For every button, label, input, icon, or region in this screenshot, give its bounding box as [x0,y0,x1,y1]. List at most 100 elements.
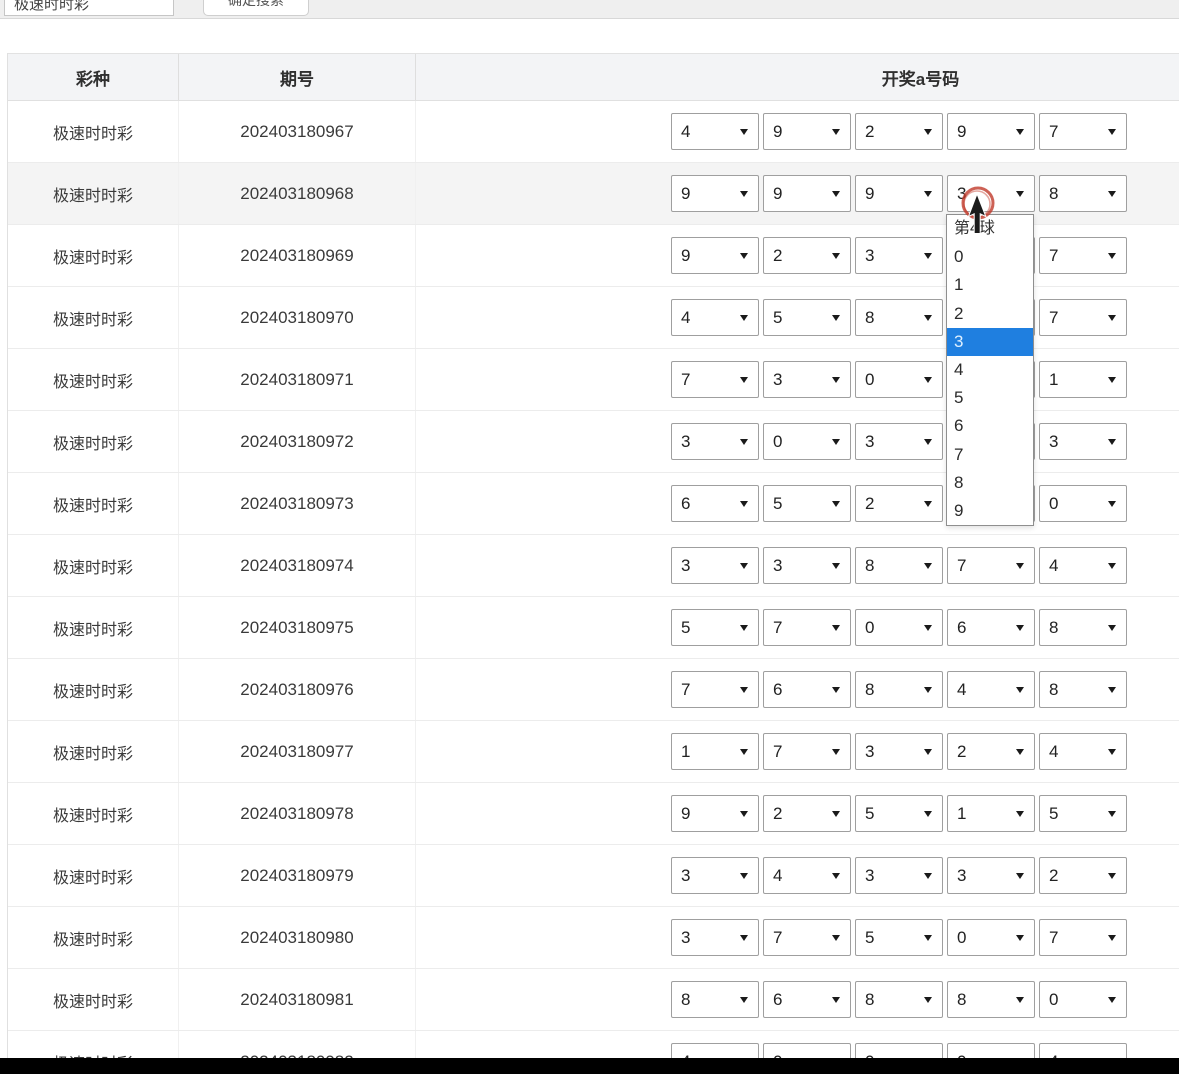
number-select[interactable]: 8 [1039,671,1127,708]
dropdown-option[interactable]: 0 [954,247,964,267]
number-select[interactable]: 8 [855,671,943,708]
number-select[interactable]: 7 [1039,113,1127,150]
number-select[interactable]: 0 [1039,485,1127,522]
dropdown-option-title[interactable]: 第4球 [954,220,995,237]
number-select[interactable]: 9 [855,175,943,212]
number-select[interactable]: 5 [763,299,851,336]
number-select[interactable]: 4 [1039,733,1127,770]
number-select[interactable]: 7 [671,671,759,708]
dropdown-option[interactable]: 7 [954,444,964,464]
search-button[interactable]: 确定搜索 [203,0,309,16]
number-select[interactable]: 5 [855,795,943,832]
number-select[interactable]: 8 [671,981,759,1018]
dropdown-arrow-icon [740,562,748,569]
number-select[interactable]: 9 [763,113,851,150]
dropdown-arrow-icon [1016,128,1024,135]
number-select[interactable]: 3 [671,547,759,584]
dropdown-option[interactable]: 1 [954,275,964,295]
number-select[interactable]: 5 [671,609,759,646]
dropdown-arrow-icon [832,128,840,135]
number-select[interactable]: 8 [855,547,943,584]
number-select[interactable]: 3 [671,919,759,956]
number-select[interactable]: 7 [671,361,759,398]
number-select-group: 3 3 8 7 4 [671,547,1127,584]
number-select[interactable]: 3 [855,733,943,770]
number-select[interactable]: 3 [671,857,759,894]
dropdown-option[interactable]: 8 [954,472,964,492]
number-select[interactable]: 7 [763,609,851,646]
number-select[interactable]: 7 [1039,237,1127,274]
number-select[interactable]: 9 [947,113,1035,150]
number-select[interactable]: 8 [1039,609,1127,646]
number-select[interactable]: 7 [1039,299,1127,336]
number-select-value: 7 [1049,307,1059,327]
lottery-type-cell: 极速时时彩 [8,473,179,534]
number-select[interactable]: 6 [763,981,851,1018]
dropdown-option[interactable]: 5 [954,388,964,408]
number-select[interactable]: 0 [1039,981,1127,1018]
number-select-value: 7 [1049,245,1059,265]
number-select-value: 2 [773,803,783,823]
number-select[interactable]: 3 [1039,423,1127,460]
number-select[interactable]: 4 [671,113,759,150]
number-select[interactable]: 1 [1039,361,1127,398]
number-select[interactable]: 8 [855,981,943,1018]
number-select[interactable]: 8 [855,299,943,336]
number-select[interactable]: 2 [763,795,851,832]
dropdown-arrow-icon [832,872,840,879]
number-select[interactable]: 4 [947,671,1035,708]
lottery-type-select[interactable]: 极速时时彩 [4,0,174,16]
number-select[interactable]: 9 [671,795,759,832]
number-select[interactable]: 0 [947,919,1035,956]
number-select[interactable]: 4 [1039,547,1127,584]
number-select[interactable]: 4 [763,857,851,894]
number-select[interactable]: 2 [855,485,943,522]
dropdown-option[interactable]: 2 [954,303,964,323]
number-select[interactable]: 7 [763,733,851,770]
dropdown-arrow-icon [1016,872,1024,879]
dropdown-option[interactable]: 4 [954,359,964,379]
number-select[interactable]: 9 [763,175,851,212]
number-select[interactable]: 5 [855,919,943,956]
number-select[interactable]: 1 [671,733,759,770]
number-select[interactable]: 0 [855,361,943,398]
dropdown-arrow-icon [924,252,932,259]
number-select[interactable]: 7 [763,919,851,956]
number-select[interactable]: 3 [763,547,851,584]
number-select[interactable]: 8 [1039,175,1127,212]
number-select[interactable]: 3 [855,237,943,274]
number-select[interactable]: 2 [947,733,1035,770]
number-select[interactable]: 0 [855,609,943,646]
number-select[interactable]: 1 [947,795,1035,832]
number-select[interactable]: 5 [1039,795,1127,832]
number-select[interactable]: 2 [855,113,943,150]
number-select[interactable]: 3 [763,361,851,398]
dropdown-arrow-icon [1016,190,1024,197]
number-select[interactable]: 9 [671,237,759,274]
dropdown-option[interactable]: 3 [947,327,1033,356]
dropdown-option[interactable]: 9 [954,500,964,520]
number-select[interactable]: 3 [947,857,1035,894]
number-select[interactable]: 5 [763,485,851,522]
number-select[interactable]: 7 [1039,919,1127,956]
number-select[interactable]: 3 [855,423,943,460]
table-row: 极速时时彩 202403180979 3 4 3 3 2 [8,845,1179,907]
number-select[interactable]: 3 [855,857,943,894]
number-select[interactable]: 9 [671,175,759,212]
number-select[interactable]: 0 [763,423,851,460]
dropdown-arrow-icon [832,624,840,631]
number-select[interactable]: 8 [947,981,1035,1018]
number-select[interactable]: 3 [947,175,1035,212]
number-select[interactable]: 4 [671,299,759,336]
number-select[interactable]: 7 [947,547,1035,584]
number-select[interactable]: 6 [947,609,1035,646]
number-select[interactable]: 2 [1039,857,1127,894]
number-select-value: 8 [865,989,875,1009]
number-select[interactable]: 6 [671,485,759,522]
dropdown-option[interactable]: 6 [954,416,964,436]
number-select-value: 0 [1049,493,1059,513]
number-select[interactable]: 3 [671,423,759,460]
number-select[interactable]: 6 [763,671,851,708]
number-select[interactable]: 2 [763,237,851,274]
